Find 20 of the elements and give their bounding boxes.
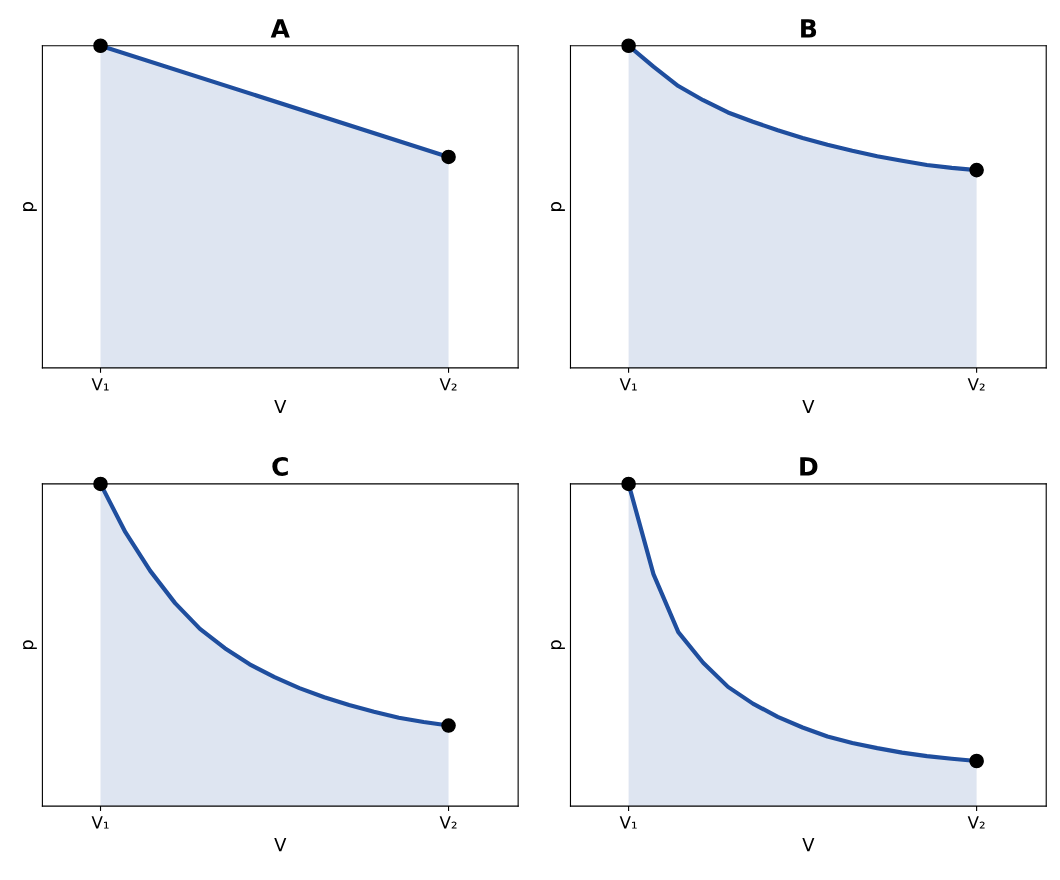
x-axis-title: V xyxy=(274,838,287,852)
x-axis-title: V xyxy=(274,399,287,414)
y-axis-title: p xyxy=(22,640,37,650)
y-axis-title: p xyxy=(551,640,565,650)
y-axis-title: p xyxy=(551,202,565,211)
chart-title: A xyxy=(270,19,290,38)
x-tick-label: V₂ xyxy=(967,816,985,829)
x-axis-title: V xyxy=(802,399,815,414)
x-tick-label: V₁ xyxy=(91,378,109,391)
x-tick-label: V₁ xyxy=(619,378,637,391)
x-tick-label: V₁ xyxy=(619,816,637,829)
chart-title: C xyxy=(272,457,288,476)
y-axis-title: p xyxy=(22,202,37,211)
x-axis-title: V xyxy=(802,838,815,852)
x-tick-label: V₂ xyxy=(439,378,457,391)
chart-title: D xyxy=(800,457,818,476)
x-tick-label: V₂ xyxy=(967,378,985,391)
x-tick-label: V₁ xyxy=(91,816,109,829)
x-tick-label: V₂ xyxy=(439,816,457,829)
chart-title: B xyxy=(801,19,817,38)
